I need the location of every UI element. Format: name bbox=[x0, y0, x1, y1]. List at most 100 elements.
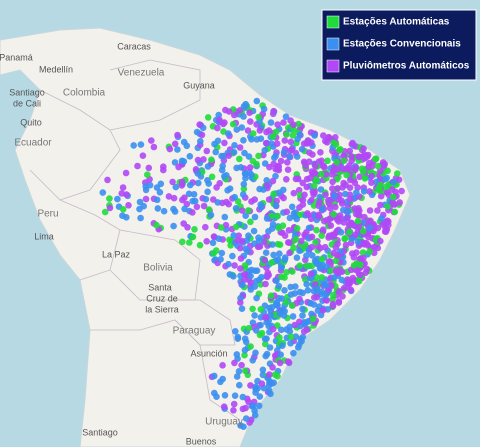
station-dot bbox=[186, 153, 194, 160]
station-dot bbox=[374, 244, 382, 252]
station-dot bbox=[205, 206, 213, 213]
station-dot bbox=[312, 163, 319, 170]
station-dot bbox=[223, 198, 230, 206]
station-dot bbox=[288, 146, 296, 153]
station-dot bbox=[325, 258, 333, 265]
station-dot bbox=[299, 333, 307, 341]
station-dot bbox=[366, 188, 373, 195]
station-dot bbox=[225, 130, 232, 137]
station-dot bbox=[289, 268, 296, 275]
station-dot bbox=[230, 400, 238, 408]
station-dot bbox=[208, 156, 215, 163]
station-dot bbox=[317, 170, 325, 178]
station-dot bbox=[281, 137, 289, 144]
station-dot bbox=[374, 162, 382, 170]
station-dot bbox=[276, 359, 284, 367]
station-dot bbox=[355, 223, 362, 230]
station-dot bbox=[262, 139, 270, 147]
station-dot bbox=[308, 243, 316, 251]
station-dot bbox=[247, 286, 255, 293]
station-dot bbox=[295, 186, 303, 194]
place-label: la Sierra bbox=[145, 304, 179, 314]
station-dot bbox=[239, 393, 247, 401]
station-dot bbox=[273, 140, 281, 147]
station-dot bbox=[356, 271, 364, 279]
station-dot bbox=[270, 379, 278, 387]
station-dot bbox=[239, 281, 246, 289]
station-dot bbox=[234, 333, 242, 341]
station-dot bbox=[311, 189, 318, 196]
station-dot bbox=[255, 113, 262, 121]
station-dot bbox=[248, 198, 255, 205]
station-dot bbox=[174, 131, 181, 139]
station-dot bbox=[114, 195, 121, 203]
station-dot bbox=[137, 141, 145, 148]
station-dot bbox=[204, 177, 211, 184]
place-label: Medellín bbox=[39, 64, 73, 74]
station-dot bbox=[252, 327, 260, 334]
station-dot bbox=[394, 170, 401, 177]
station-dot bbox=[179, 196, 186, 204]
station-dot bbox=[287, 283, 295, 291]
station-dot bbox=[300, 328, 308, 335]
station-dot bbox=[341, 152, 348, 160]
station-dot bbox=[225, 152, 232, 159]
station-dot bbox=[316, 198, 323, 206]
station-dot bbox=[298, 145, 306, 153]
station-dot bbox=[255, 234, 262, 241]
station-dot bbox=[287, 138, 295, 146]
station-dot bbox=[346, 184, 354, 191]
station-dot bbox=[142, 195, 150, 203]
station-dot bbox=[390, 178, 398, 186]
station-dot bbox=[193, 203, 201, 211]
station-dot bbox=[217, 224, 225, 231]
station-dot bbox=[297, 237, 305, 245]
station-dot bbox=[366, 248, 373, 255]
station-dot bbox=[130, 142, 137, 149]
station-dot bbox=[225, 260, 232, 268]
station-dot bbox=[186, 239, 193, 246]
station-dot bbox=[186, 181, 194, 189]
station-dot bbox=[211, 140, 218, 148]
station-dot bbox=[239, 405, 247, 413]
station-dot bbox=[269, 177, 277, 185]
station-dot bbox=[236, 155, 243, 163]
station-dot bbox=[359, 168, 367, 176]
station-dot bbox=[327, 222, 335, 229]
station-dot bbox=[390, 193, 397, 201]
station-dot bbox=[253, 136, 261, 143]
station-dot bbox=[360, 188, 368, 195]
station-dot bbox=[265, 196, 273, 203]
place-label: Uruguay bbox=[205, 417, 243, 428]
station-dot bbox=[240, 137, 247, 144]
station-dot bbox=[299, 305, 306, 313]
station-dot bbox=[248, 171, 255, 179]
station-dot bbox=[368, 172, 376, 180]
station-dot bbox=[287, 291, 295, 298]
station-dot bbox=[208, 173, 216, 181]
station-dot bbox=[232, 205, 240, 212]
station-dot bbox=[170, 222, 177, 230]
station-dot bbox=[279, 222, 287, 229]
station-dot bbox=[242, 415, 250, 422]
station-dot bbox=[171, 159, 179, 166]
station-dot bbox=[244, 248, 251, 255]
station-dot bbox=[339, 293, 346, 300]
station-dot bbox=[257, 204, 265, 211]
legend-box bbox=[321, 9, 477, 81]
station-dot bbox=[366, 224, 374, 231]
station-dot bbox=[283, 176, 290, 183]
station-dot bbox=[286, 249, 293, 257]
station-dot bbox=[245, 153, 253, 160]
station-dot bbox=[363, 265, 371, 273]
station-dot bbox=[214, 124, 221, 132]
station-dot bbox=[189, 233, 197, 241]
station-dot bbox=[251, 213, 259, 221]
legend-label: Estações Automáticas bbox=[343, 17, 450, 28]
legend-label: Estações Convencionais bbox=[343, 39, 461, 50]
station-dot bbox=[239, 191, 247, 198]
station-dot bbox=[337, 229, 345, 236]
station-dot bbox=[251, 312, 258, 319]
station-dot bbox=[157, 180, 165, 188]
